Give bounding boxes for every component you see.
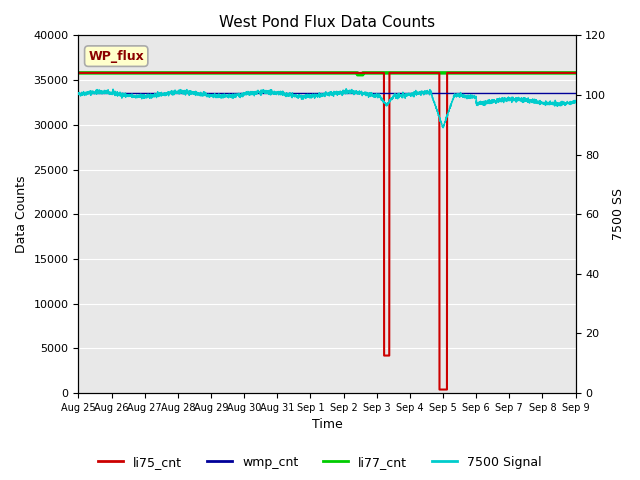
Title: West Pond Flux Data Counts: West Pond Flux Data Counts — [219, 15, 435, 30]
Y-axis label: 7500 SS: 7500 SS — [612, 188, 625, 240]
Y-axis label: Data Counts: Data Counts — [15, 176, 28, 253]
X-axis label: Time: Time — [312, 419, 342, 432]
Text: WP_flux: WP_flux — [88, 49, 144, 63]
Legend: li75_cnt, wmp_cnt, li77_cnt, 7500 Signal: li75_cnt, wmp_cnt, li77_cnt, 7500 Signal — [93, 451, 547, 474]
